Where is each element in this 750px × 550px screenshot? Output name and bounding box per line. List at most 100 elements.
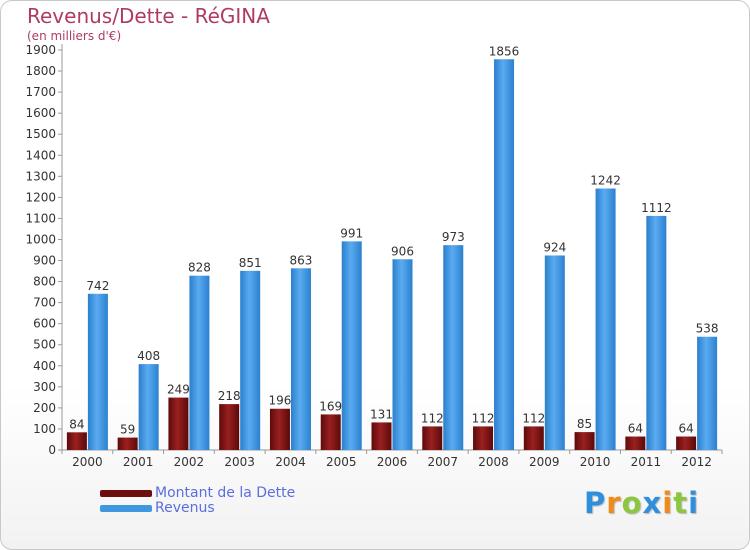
logo-letter: x <box>642 486 663 520</box>
logo-letter: i <box>662 486 674 520</box>
data-label-dette: 85 <box>577 417 592 431</box>
y-tick-label: 1200 <box>25 190 56 204</box>
data-label-revenus: 924 <box>543 240 566 254</box>
bar-revenus <box>189 275 210 450</box>
y-tick-label: 1500 <box>25 127 56 141</box>
y-tick-label: 1800 <box>25 64 56 78</box>
bar-revenus <box>87 293 108 450</box>
legend-label-revenus: Revenus <box>155 500 215 516</box>
data-label-revenus: 538 <box>696 322 719 336</box>
y-tick-label: 0 <box>48 443 56 457</box>
y-tick-label: 900 <box>33 254 56 268</box>
x-tick-label: 2006 <box>377 455 408 469</box>
bar-dette <box>117 437 138 450</box>
data-label-dette: 169 <box>319 399 342 413</box>
x-tick-label: 2004 <box>275 455 306 469</box>
x-tick-label: 2011 <box>631 455 662 469</box>
bar-dette <box>371 422 392 450</box>
bar-dette <box>473 426 494 450</box>
data-label-revenus: 1112 <box>641 201 672 215</box>
x-tick-label: 2012 <box>681 455 712 469</box>
data-label-dette: 112 <box>472 411 495 425</box>
y-tick-label: 500 <box>33 338 56 352</box>
bar-dette <box>269 408 290 450</box>
bar-revenus <box>595 188 616 451</box>
axes: 0 100 200 300 400 500 600 700 800 900 1000 1100 1200… <box>25 43 723 469</box>
data-label-dette: 131 <box>370 407 393 421</box>
bar-dette <box>168 397 189 450</box>
bar-revenus <box>240 270 261 450</box>
bar-dette <box>219 404 240 450</box>
data-label-revenus: 828 <box>188 261 211 275</box>
y-tick-label: 200 <box>33 401 56 415</box>
x-tick-label: 2007 <box>427 455 458 469</box>
bar-dette <box>320 414 341 450</box>
logo-letter: t <box>673 486 689 520</box>
data-label-revenus: 1242 <box>590 174 621 188</box>
y-tick-label: 700 <box>33 296 56 310</box>
data-labels: 84 742 59 408 249 828 218 851 196 863 169 991 131 906… <box>69 44 718 436</box>
bar-dette <box>422 426 443 450</box>
bar-dette <box>66 432 87 450</box>
logo-letter: P <box>584 486 607 520</box>
logo-letter: o <box>621 486 643 520</box>
bar-revenus <box>697 336 718 450</box>
logo-letter: r <box>606 486 622 520</box>
bar-revenus <box>341 241 362 450</box>
y-tick-label: 800 <box>33 275 56 289</box>
y-tick-label: 1000 <box>25 232 56 246</box>
y-tick-label: 300 <box>33 380 56 394</box>
data-label-dette: 59 <box>120 423 135 437</box>
bar-dette <box>523 426 544 450</box>
bar-dette <box>676 436 697 450</box>
logo-letter: i <box>688 486 700 520</box>
data-label-revenus: 1856 <box>489 44 520 58</box>
data-label-revenus: 973 <box>442 230 465 244</box>
bar-revenus <box>138 364 159 450</box>
y-tick-label: 1100 <box>25 211 56 225</box>
x-tick-label: 2009 <box>529 455 560 469</box>
x-tick-label: 2010 <box>580 455 611 469</box>
bar-revenus <box>290 268 311 450</box>
x-tick-label: 2002 <box>174 455 205 469</box>
data-label-revenus: 408 <box>137 349 160 363</box>
bar-revenus <box>646 215 667 450</box>
legend-swatch-revenus <box>100 505 152 512</box>
bar-revenus <box>494 59 515 451</box>
data-label-dette: 112 <box>421 411 444 425</box>
chart-subtitle: (en milliers d'€) <box>27 29 122 43</box>
y-tick-label: 1700 <box>25 85 56 99</box>
bar-revenus <box>392 259 413 450</box>
proxiti-logo: Proxiti <box>584 486 699 520</box>
data-label-dette: 64 <box>628 422 643 436</box>
data-label-dette: 112 <box>522 411 545 425</box>
data-label-dette: 84 <box>69 417 84 431</box>
x-tick-label: 2001 <box>123 455 154 469</box>
y-tick-label: 1900 <box>25 43 56 57</box>
bar-dette <box>574 432 595 450</box>
data-label-dette: 218 <box>218 389 241 403</box>
y-tick-label: 600 <box>33 317 56 331</box>
y-tick-label: 100 <box>33 422 56 436</box>
y-tick-label: 1600 <box>25 106 56 120</box>
data-label-revenus: 991 <box>340 226 363 240</box>
data-label-revenus: 863 <box>290 253 313 267</box>
data-label-dette: 249 <box>167 383 190 397</box>
x-tick-label: 2000 <box>72 455 103 469</box>
bars <box>66 59 718 451</box>
bar-revenus <box>544 255 565 450</box>
y-tick-label: 1400 <box>25 148 56 162</box>
x-tick-label: 2003 <box>224 455 255 469</box>
data-label-revenus: 851 <box>239 256 262 270</box>
data-label-revenus: 906 <box>391 244 414 258</box>
y-tick-label: 400 <box>33 359 56 373</box>
chart-title: Revenus/Dette - RéGINA <box>27 4 270 28</box>
legend-swatch-dette <box>100 490 152 497</box>
bar-dette <box>625 436 646 450</box>
x-tick-label: 2005 <box>326 455 357 469</box>
bar-revenus <box>443 245 464 450</box>
y-tick-label: 1300 <box>25 169 56 183</box>
data-label-dette: 64 <box>678 422 693 436</box>
